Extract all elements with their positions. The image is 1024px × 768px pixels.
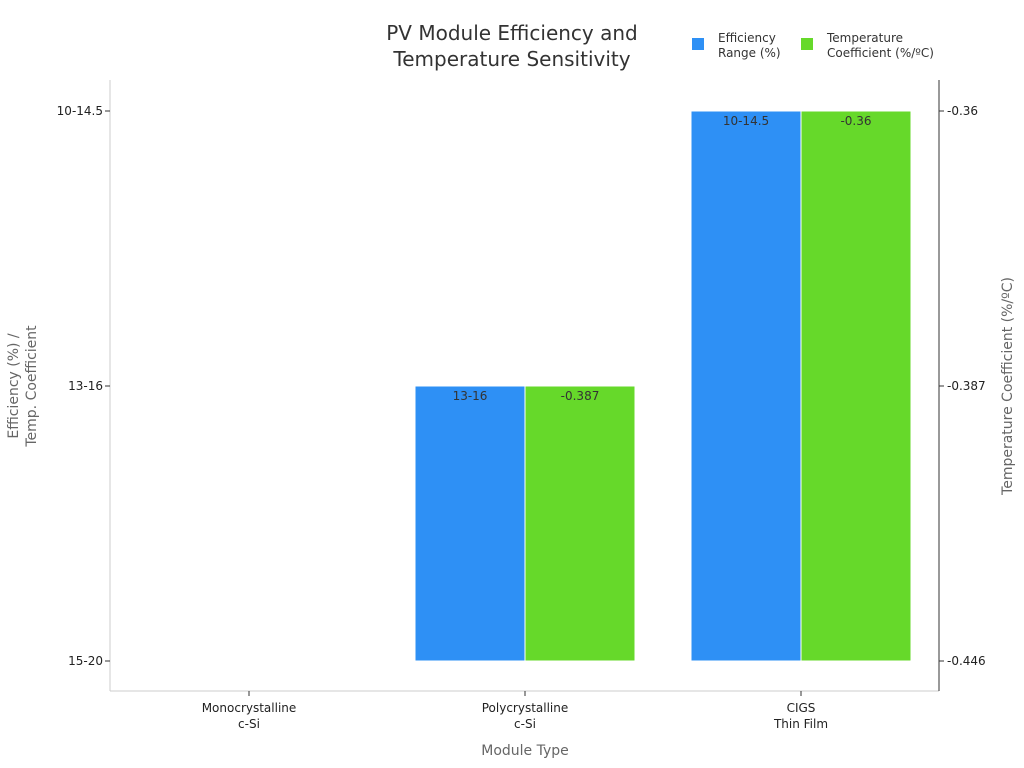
chart-title-text: PV Module Efficiency and Temperature Sens… [386,21,638,71]
bar-efficiency [690,110,802,662]
bar-efficiency [414,385,526,662]
right-tick-label: -0.36 [947,104,978,118]
x-tick-label: CIGS Thin Film [773,701,828,731]
left-tick-label: 13-16 [68,379,103,393]
right-tick-label: -0.446 [947,654,986,668]
bar-value-labels: 13-16 -0.387 10-14.5 -0.36 [453,114,872,403]
left-tick-label: 15-20 [68,654,103,668]
legend-swatch-0 [692,38,704,50]
axes: 15-20 13-16 10-14.5 -0.446 -0.387 -0.36 Monocr… [57,80,986,731]
left-axis-title-group: Efficiency (%) / Temp. Coefficient [6,325,40,448]
right-axis-title: Temperature Coefficient (%/ºC) [1000,277,1016,496]
legend: Efficiency Range (%) Temperature Coefficien… [692,31,934,60]
right-tick-label: -0.387 [947,379,986,393]
legend-swatch-1 [801,38,813,50]
right-axis-title-group: Temperature Coefficient (%/ºC) [1000,277,1016,496]
bar-temp-coefficient [524,385,636,662]
axis-titles: Module Type Efficiency (%) / Temp. Coeffic… [6,277,1016,759]
chart-title: PV Module Efficiency and Temperature Sens… [386,21,638,71]
x-tick-label: Monocrystalline c-Si [202,701,297,731]
bar-label-efficiency: 10-14.5 [723,114,769,128]
x-tick-label: Polycrystalline c-Si [482,701,569,731]
bar-label-efficiency: 13-16 [453,389,488,403]
left-axis-title: Efficiency (%) / Temp. Coefficient [6,325,40,448]
bar-temp-coefficient [800,110,912,662]
legend-label-0: Efficiency Range (%) [718,31,781,60]
bar-label-temp-coefficient: -0.387 [561,389,600,403]
x-axis-title: Module Type [481,743,569,759]
left-tick-label: 10-14.5 [57,104,103,118]
legend-label-1: Temperature Coefficient (%/ºC) [826,31,934,60]
bar-label-temp-coefficient: -0.36 [840,114,871,128]
bars [414,110,912,662]
